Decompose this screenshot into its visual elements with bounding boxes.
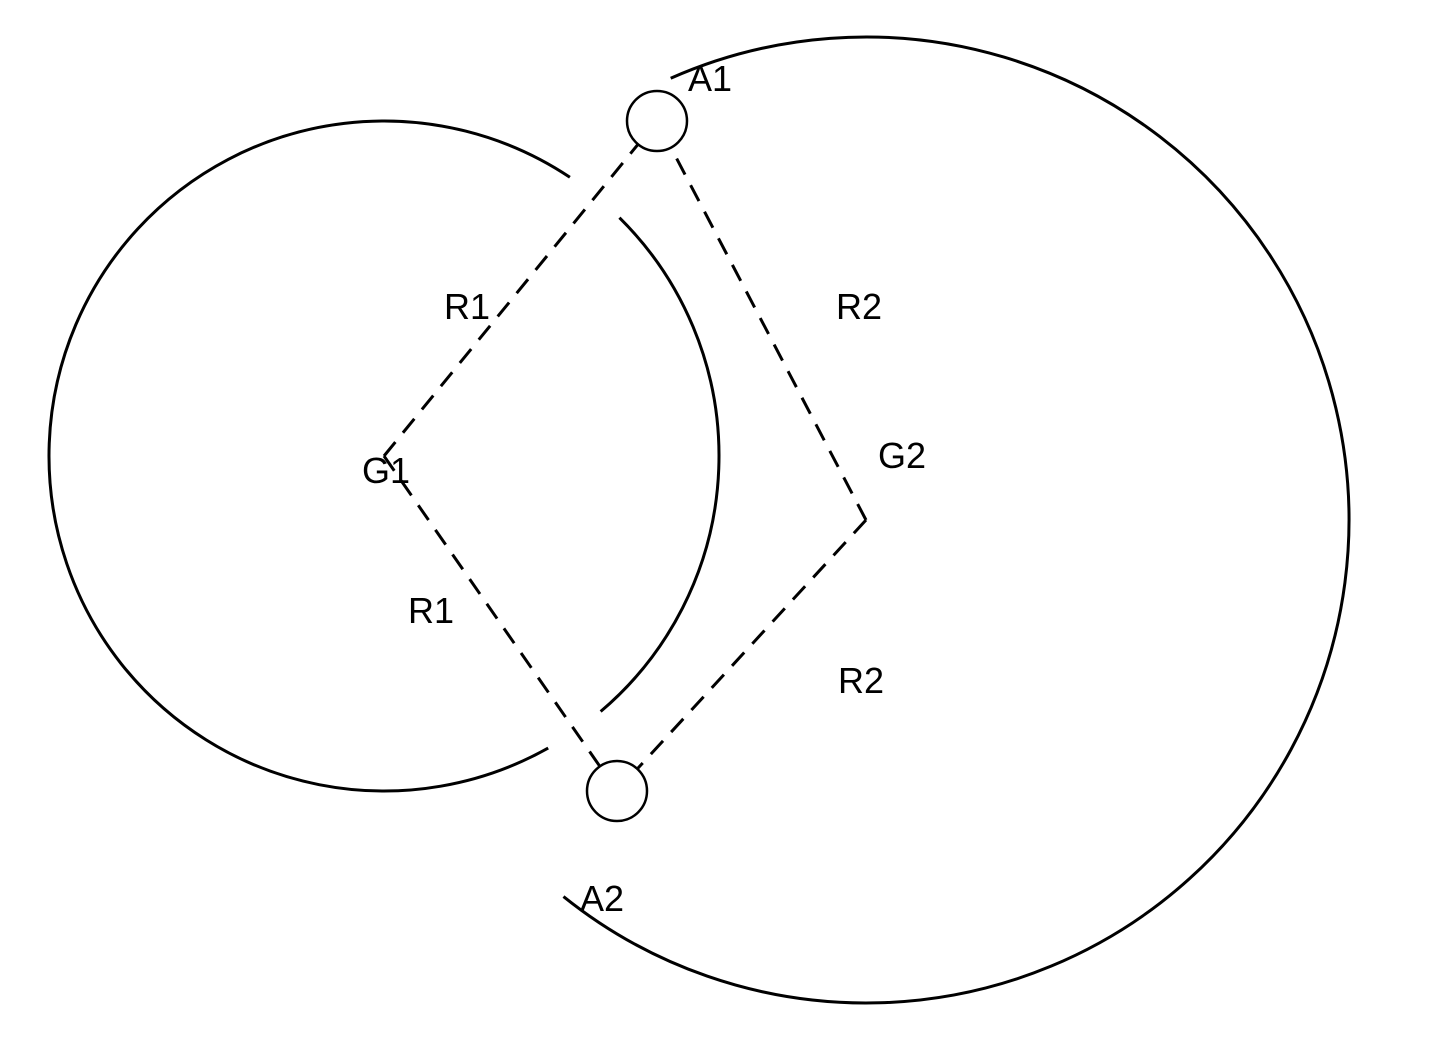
- radius-g2-a1: [671, 148, 866, 520]
- circle-2: [563, 37, 1349, 1003]
- radius-g1-a1: [384, 144, 638, 456]
- label-r2-top: R2: [836, 286, 882, 328]
- label-a1: A1: [688, 58, 732, 100]
- diagram-svg: [0, 0, 1452, 1046]
- label-a2: A2: [580, 878, 624, 920]
- label-g1: G1: [362, 450, 410, 492]
- geometry-diagram: A1 A2 G1 G2 R1 R1 R2 R2: [0, 0, 1452, 1046]
- intersection-point-a1: [627, 91, 687, 151]
- circle-1-inner-arc: [601, 218, 719, 712]
- label-r2-bottom: R2: [838, 660, 884, 702]
- radius-g2-a2: [637, 520, 866, 769]
- label-g2: G2: [878, 435, 926, 477]
- label-r1-bottom: R1: [408, 590, 454, 632]
- intersection-point-a2: [587, 761, 647, 821]
- circle-1: [49, 121, 570, 791]
- label-r1-top: R1: [444, 286, 490, 328]
